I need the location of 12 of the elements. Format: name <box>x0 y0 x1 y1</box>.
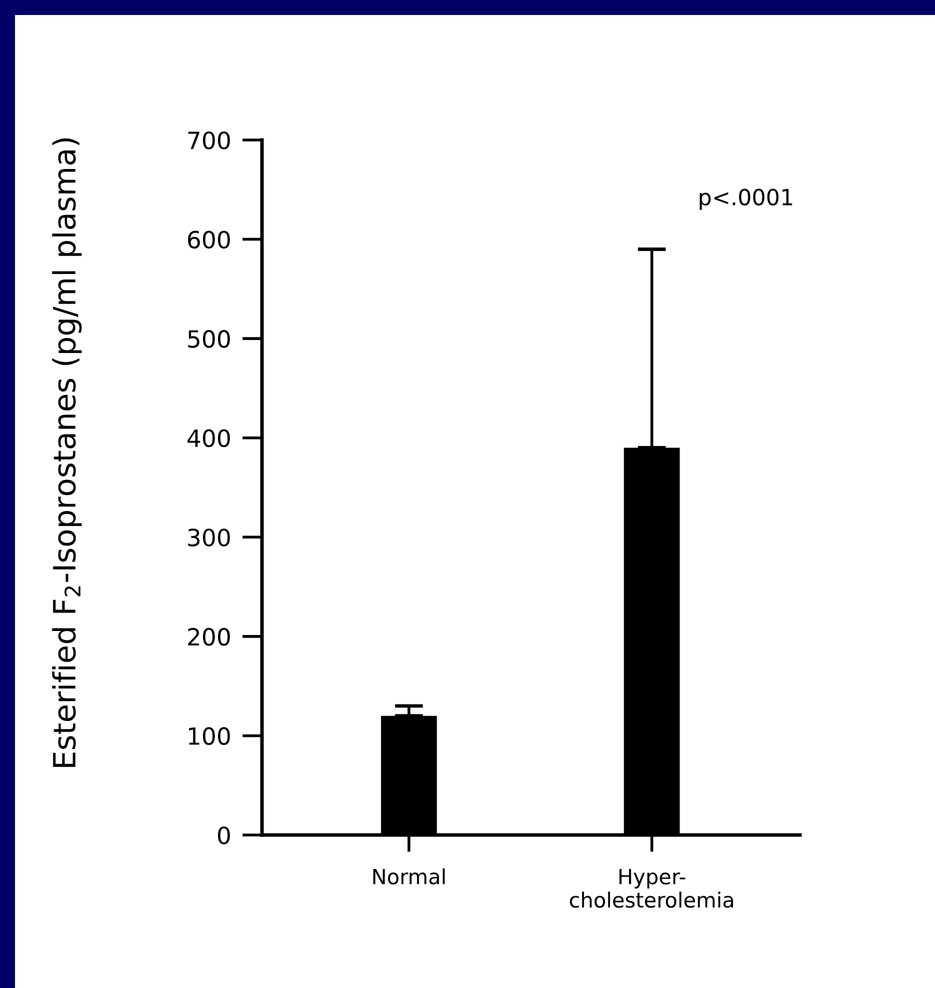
x-tick-label: Hyper- cholesterolemia <box>570 868 734 908</box>
x-tick-label: Normal <box>373 868 445 884</box>
y-tick-label: 200 <box>188 628 230 646</box>
y-tick-label: 400 <box>188 429 230 448</box>
y-tick-label: 100 <box>188 727 230 746</box>
y-tick-label: 0 <box>218 826 230 844</box>
y-tick-label: 300 <box>188 528 230 546</box>
y-tick-label: 600 <box>188 230 230 249</box>
annotation: p<.0001 <box>700 188 792 210</box>
y-axis-title: Esterified F$_{2}$-Isoprostanes (pg/ml plasma) <box>52 138 82 767</box>
y-tick-label: 700 <box>188 131 230 150</box>
y-tick-label: 500 <box>188 330 230 348</box>
